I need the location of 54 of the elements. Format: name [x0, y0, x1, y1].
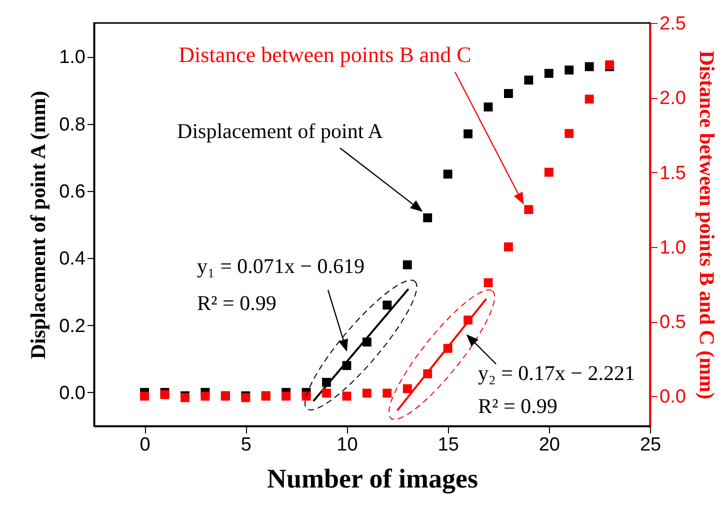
y-axis-title: Displacement of point A (mm)	[26, 90, 50, 360]
y2-tick-label: 1.5	[660, 162, 686, 184]
y2-tick-label: 1.0	[660, 237, 686, 258]
y-tick-label: 0.0	[59, 382, 86, 404]
x-tick-label: 0	[140, 434, 150, 456]
point	[584, 62, 594, 72]
x-tick-label: 5	[240, 434, 252, 456]
point	[584, 94, 594, 104]
point	[544, 168, 554, 177]
annotation: y₁ = 0.071x − 0.619	[197, 254, 365, 278]
point	[524, 205, 534, 214]
point	[200, 392, 210, 401]
annotation: R² = 0.99	[197, 291, 276, 315]
point	[160, 390, 170, 400]
point	[362, 388, 372, 398]
point	[282, 392, 291, 401]
y-tick-label: 0.2	[59, 316, 86, 337]
x-tick-label: 15	[438, 434, 459, 456]
y-tick-label: 0.6	[59, 181, 86, 202]
y-tick-label: 1.0	[59, 47, 86, 68]
point	[544, 68, 554, 78]
point	[402, 384, 412, 394]
point	[322, 388, 331, 398]
point	[382, 300, 392, 310]
x-tick-label: 25	[640, 434, 662, 456]
y2-tick-label: 0.5	[660, 312, 686, 334]
annotation: Distance between points B and C	[178, 42, 472, 67]
point	[140, 392, 150, 401]
point	[524, 76, 534, 85]
x-axis-title: Number of images	[267, 464, 478, 494]
point	[402, 260, 412, 270]
annotation: R² = 0.99	[478, 394, 558, 418]
annotation: Displacement of point A	[177, 119, 384, 143]
point	[342, 392, 352, 401]
point	[484, 278, 493, 288]
point	[564, 66, 574, 74]
point	[464, 129, 473, 138]
point	[423, 213, 432, 222]
point	[564, 128, 574, 138]
point	[302, 392, 311, 401]
annotation: y₂ = 0.17x − 2.221	[478, 361, 636, 385]
y-tick-label: 0.4	[59, 248, 86, 270]
point	[504, 242, 513, 252]
point	[443, 170, 452, 179]
y2-tick-label: 2.0	[660, 88, 686, 110]
y2-axis-title: Distance between points B and C (mm)	[694, 50, 719, 400]
point	[382, 388, 392, 398]
y-tick-label: 0.8	[59, 114, 86, 136]
x-tick-label: 10	[336, 434, 358, 456]
y2-tick-label: 2.5	[660, 14, 686, 34]
x-tick-label: 20	[538, 434, 560, 456]
point	[504, 89, 513, 98]
y2-tick-label: 0.0	[660, 386, 686, 408]
point	[484, 102, 493, 112]
